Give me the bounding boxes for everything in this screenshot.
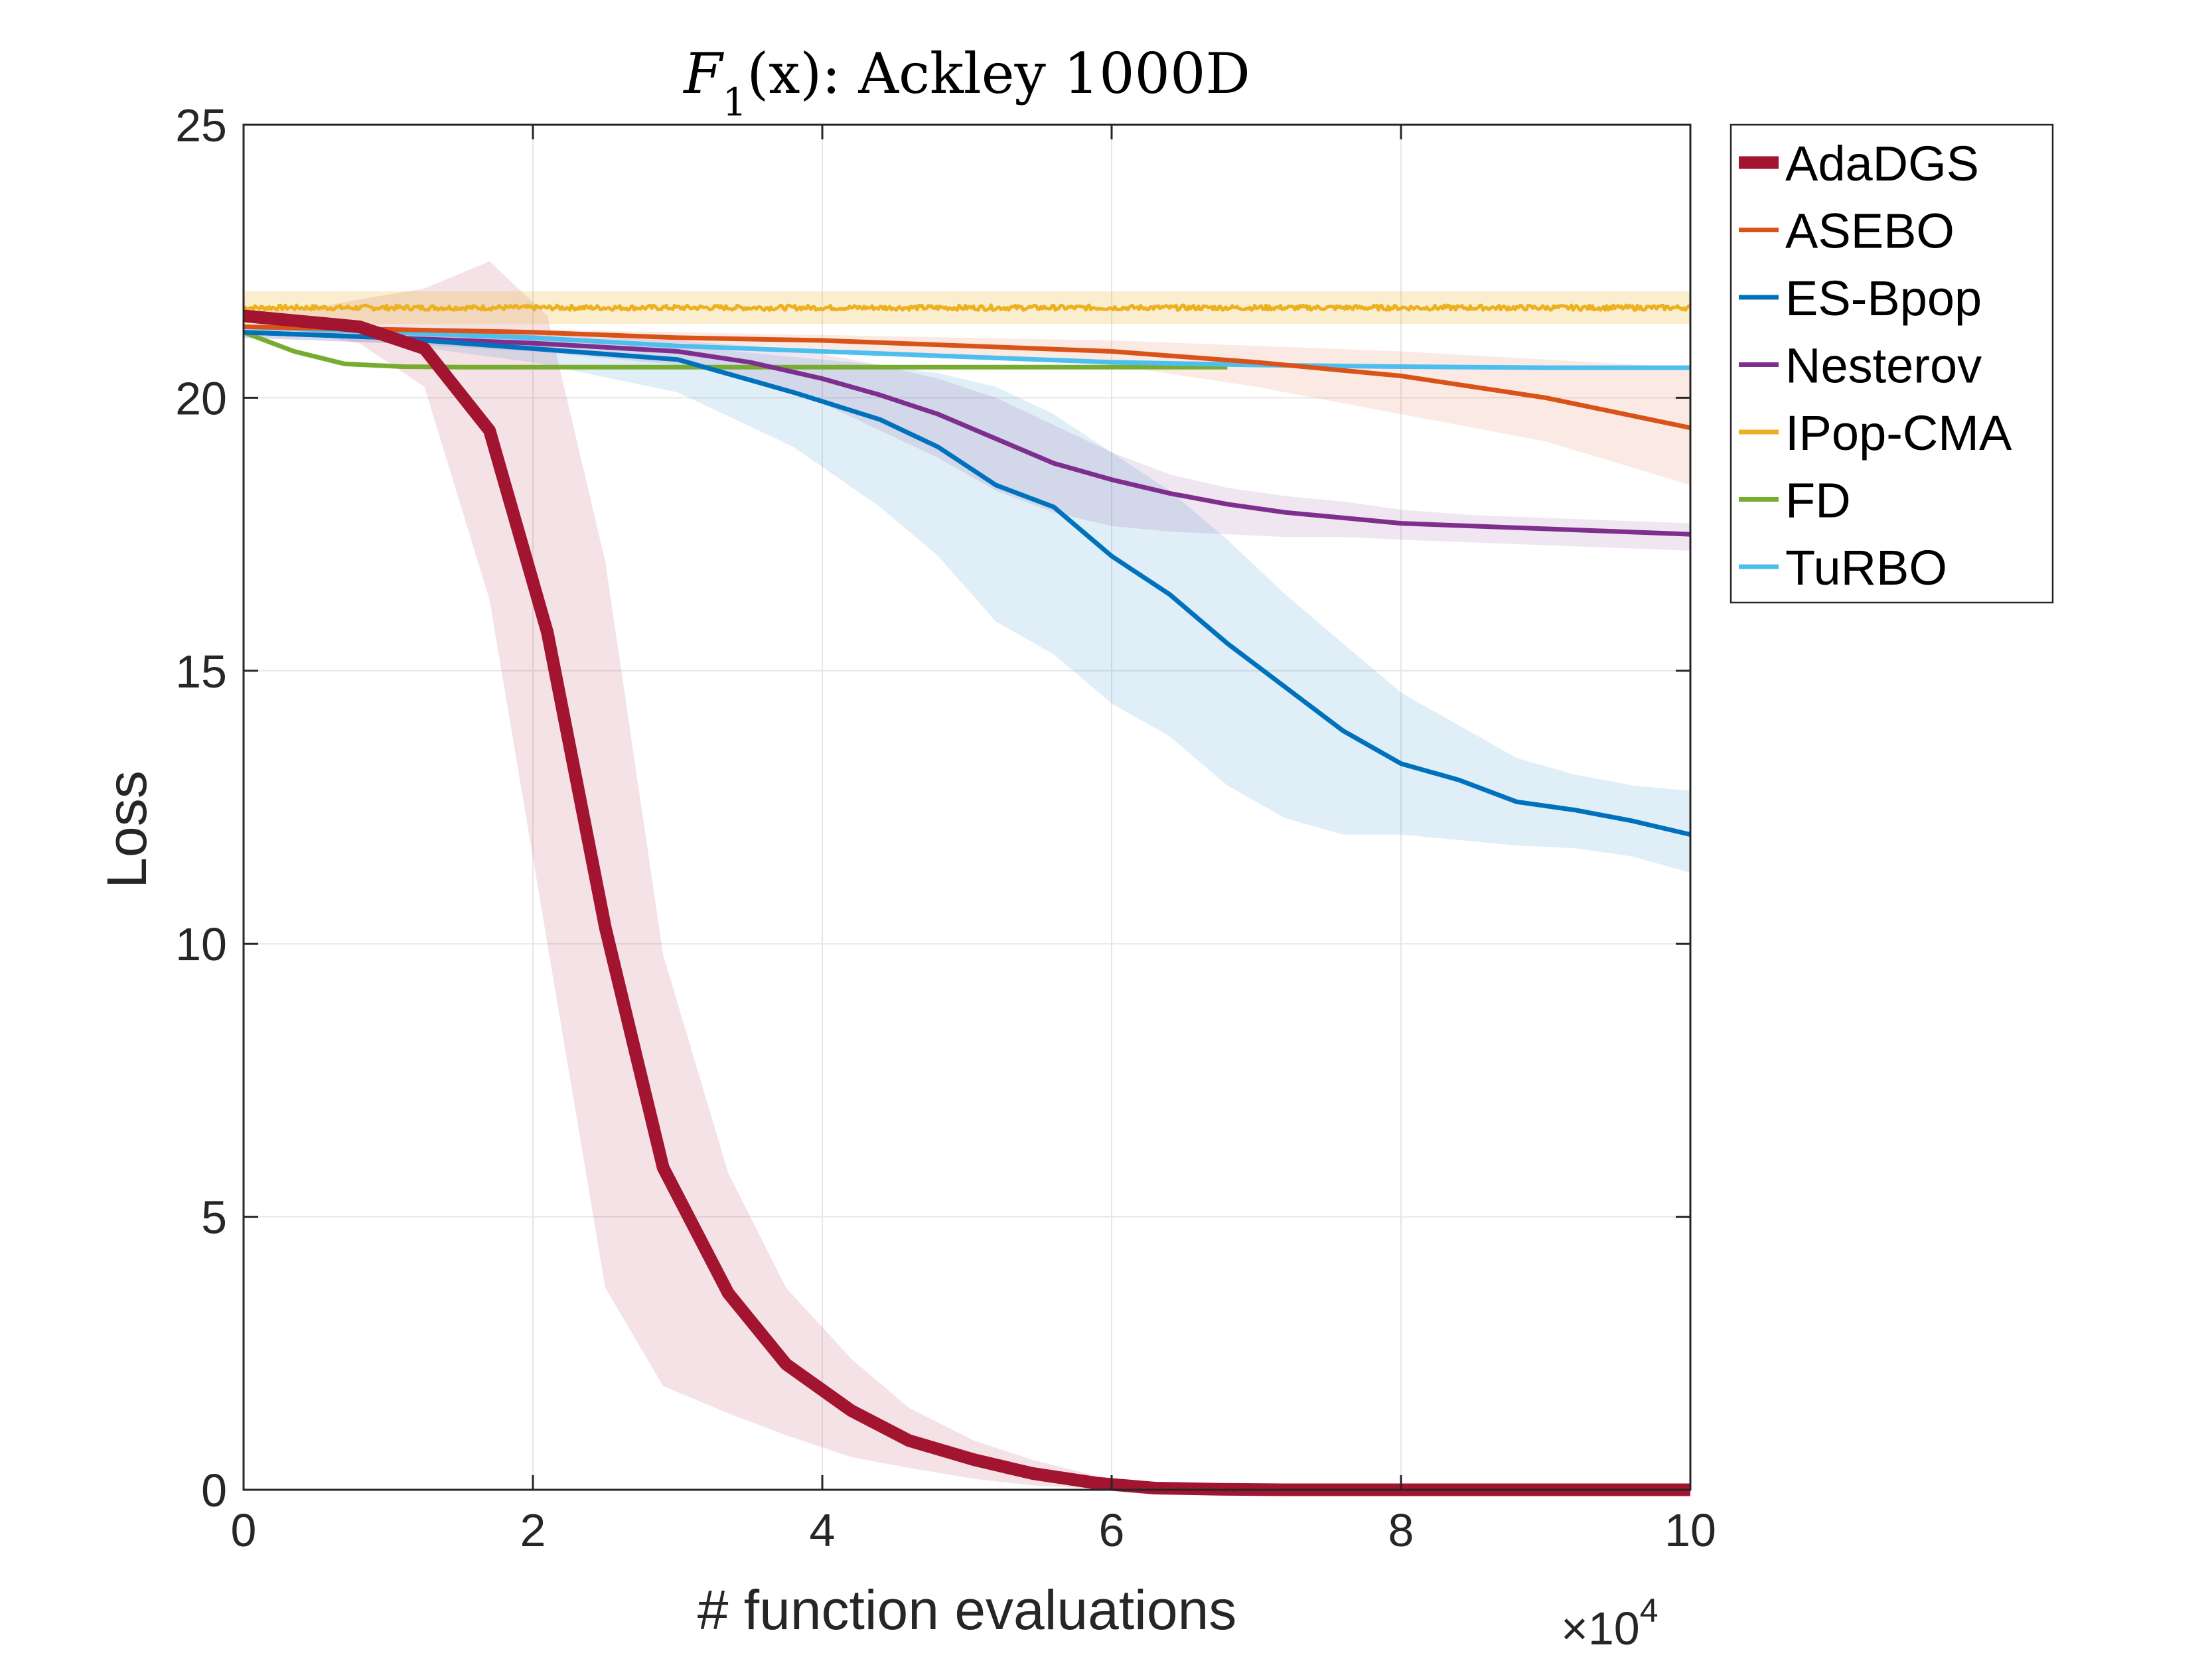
es-bpop-line bbox=[243, 330, 1691, 837]
legend-label-es-bpop: ES-Bpop bbox=[1785, 271, 1982, 326]
legend-label-nesterov: Nesterov bbox=[1785, 338, 1982, 394]
y-tick-label: 5 bbox=[201, 1192, 227, 1244]
ipop-cma-line bbox=[243, 303, 1691, 312]
y-tick-label: 25 bbox=[175, 100, 227, 151]
x-tick-label: 2 bbox=[520, 1504, 546, 1556]
y-tick-label: 0 bbox=[201, 1465, 227, 1516]
adadgs-band bbox=[244, 261, 1690, 1490]
y-tick-label: 15 bbox=[175, 646, 227, 697]
x-multiplier-exponent: 4 bbox=[1640, 1592, 1659, 1629]
nesterov-line bbox=[243, 330, 1691, 537]
legend-label-adadgs: AdaDGS bbox=[1785, 136, 1979, 191]
title-function: F bbox=[682, 41, 724, 106]
x-tick-label: 4 bbox=[810, 1504, 836, 1556]
y-tick-label: 20 bbox=[175, 372, 227, 424]
turbo-line bbox=[243, 324, 1690, 370]
x-tick-label: 8 bbox=[1388, 1504, 1414, 1556]
es-bpop-band bbox=[244, 326, 1690, 873]
grid bbox=[244, 125, 1690, 1490]
axis-ticks: 0 2 4 6 8 10 0 5 10 15 20 25 bbox=[175, 100, 1716, 1556]
x-multiplier-times: ×10 bbox=[1561, 1603, 1640, 1654]
x-tick-label: 0 bbox=[231, 1504, 257, 1556]
x-tick-label: 6 bbox=[1099, 1504, 1125, 1556]
title-subscript: 1 bbox=[723, 80, 747, 125]
asebo-line bbox=[243, 324, 1691, 431]
legend: AdaDGS ASEBO ES-Bpop Nesterov IPop-CMA FD TuRB… bbox=[1730, 123, 2054, 604]
chart-title: F1(x): Ackley 1000D bbox=[682, 41, 1250, 125]
legend-box bbox=[1730, 123, 2054, 604]
legend-label-ipop-cma: IPop-CMA bbox=[1785, 405, 2012, 461]
axes-frame bbox=[242, 123, 1692, 1491]
title-rest: (x): Ackley 1000D bbox=[747, 41, 1250, 106]
x-multiplier-label: ×104 bbox=[1561, 1592, 1659, 1654]
y-tick-label: 10 bbox=[175, 918, 227, 970]
legend-label-fd: FD bbox=[1785, 473, 1851, 528]
x-tick-label: 10 bbox=[1664, 1504, 1716, 1556]
y-axis-label: Loss bbox=[96, 770, 158, 888]
x-axis-label: # function evaluations bbox=[698, 1579, 1237, 1641]
nesterov-band bbox=[244, 326, 1690, 551]
legend-label-turbo: TuRBO bbox=[1785, 540, 1947, 595]
fd-line bbox=[242, 330, 1228, 370]
plot-area bbox=[244, 125, 1690, 1490]
legend-label-asebo: ASEBO bbox=[1785, 204, 1954, 259]
